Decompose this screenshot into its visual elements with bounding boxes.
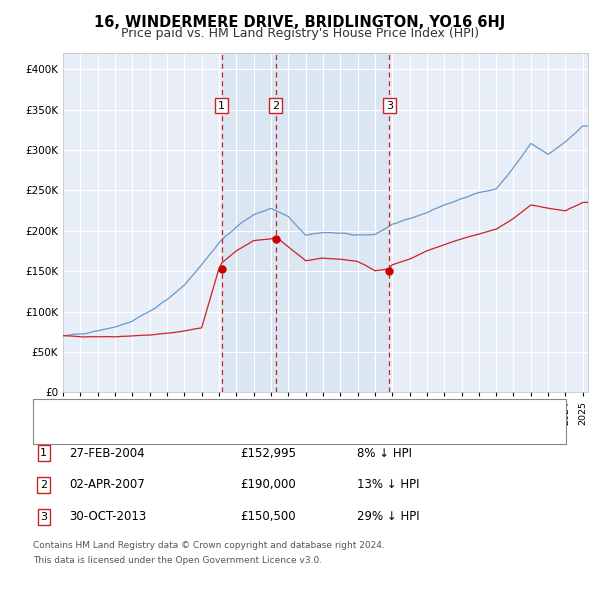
Text: HPI: Average price, detached house, East Riding of Yorkshire: HPI: Average price, detached house, East…: [80, 427, 382, 436]
Text: 29% ↓ HPI: 29% ↓ HPI: [357, 510, 419, 523]
Text: 1: 1: [218, 101, 225, 110]
Text: 2: 2: [40, 480, 47, 490]
Text: £152,995: £152,995: [240, 447, 296, 460]
Bar: [221, 53, 389, 392]
Text: £150,500: £150,500: [240, 510, 296, 523]
Text: Contains HM Land Registry data © Crown copyright and database right 2024.: Contains HM Land Registry data © Crown c…: [33, 541, 385, 550]
Text: 30-OCT-2013: 30-OCT-2013: [69, 510, 146, 523]
Text: 2: 2: [272, 101, 279, 110]
Text: £190,000: £190,000: [240, 478, 296, 491]
Text: 16, WINDERMERE DRIVE, BRIDLINGTON, YO16 6HJ (detached house): 16, WINDERMERE DRIVE, BRIDLINGTON, YO16 …: [80, 407, 420, 417]
Text: 8% ↓ HPI: 8% ↓ HPI: [357, 447, 412, 460]
Text: 02-APR-2007: 02-APR-2007: [69, 478, 145, 491]
Text: 3: 3: [40, 512, 47, 522]
Text: 1: 1: [40, 448, 47, 458]
Text: 16, WINDERMERE DRIVE, BRIDLINGTON, YO16 6HJ: 16, WINDERMERE DRIVE, BRIDLINGTON, YO16 …: [94, 15, 506, 30]
Text: Price paid vs. HM Land Registry's House Price Index (HPI): Price paid vs. HM Land Registry's House …: [121, 27, 479, 40]
Text: 3: 3: [386, 101, 393, 110]
Text: 27-FEB-2004: 27-FEB-2004: [69, 447, 145, 460]
Text: This data is licensed under the Open Government Licence v3.0.: This data is licensed under the Open Gov…: [33, 556, 322, 565]
Text: 13% ↓ HPI: 13% ↓ HPI: [357, 478, 419, 491]
